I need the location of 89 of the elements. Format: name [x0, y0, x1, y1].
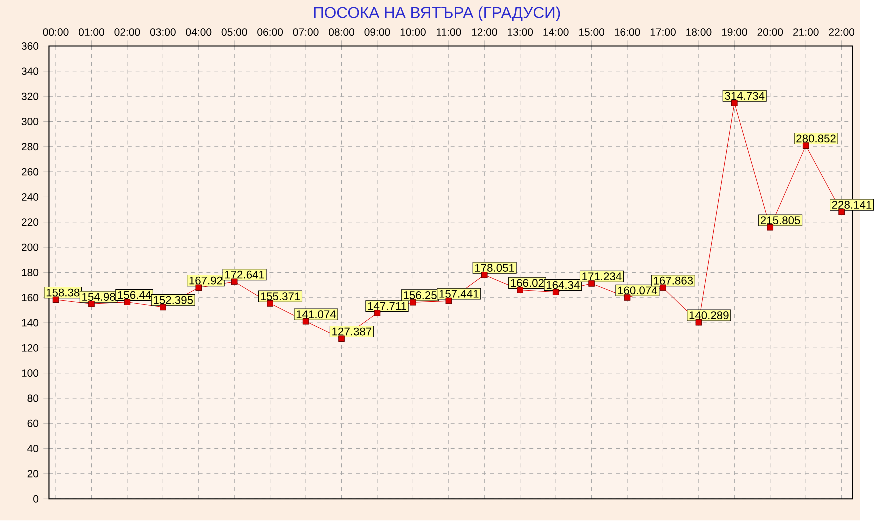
point [802, 142, 810, 150]
point [410, 300, 416, 306]
point [696, 320, 702, 326]
data-label: 164.34 [546, 281, 580, 290]
x-tick-label: 21:00 [793, 28, 819, 36]
x-tick-label: 00:00 [43, 28, 69, 36]
y-tick-label: 20 [28, 470, 39, 478]
data-label: 127.387 [332, 328, 372, 336]
x-tick-label: 22:00 [829, 28, 855, 36]
point [160, 304, 166, 311]
x-tick-label: 14:00 [544, 28, 569, 36]
x-tick-label: 17:00 [650, 28, 676, 36]
point [732, 100, 738, 106]
y-tick-label: 80 [28, 394, 39, 402]
data-label: 314.734 [725, 92, 765, 100]
x-tick-label: 05:00 [222, 28, 248, 36]
point [552, 289, 560, 296]
point [624, 294, 631, 302]
x-tick-label: 15:00 [579, 28, 605, 36]
x-tick-label: 03:00 [150, 28, 176, 36]
x-tick-label: 06:00 [258, 28, 284, 36]
data-label: 228.141 [832, 201, 872, 210]
point [267, 300, 274, 307]
y-tick-label: 360 [22, 42, 39, 50]
point [231, 278, 238, 286]
x-tick-label: 16:00 [615, 28, 640, 36]
data-label: 156.25 [404, 292, 437, 300]
y-tick-label: 240 [22, 194, 39, 202]
data-label: 166.02 [511, 279, 544, 288]
data-label: 156.44 [118, 291, 152, 300]
x-tick-label: 08:00 [329, 28, 354, 36]
y-tick-label: 60 [28, 420, 39, 428]
data-label: 160.074 [618, 286, 658, 295]
data-label: 141.074 [296, 310, 336, 319]
point [338, 336, 345, 342]
data-label: 154.98 [82, 293, 116, 302]
point [588, 280, 595, 287]
y-tick-label: 300 [22, 118, 39, 126]
point [660, 284, 666, 292]
data-label: 155.371 [261, 292, 300, 301]
point [196, 284, 202, 292]
y-tick-label: 260 [22, 168, 39, 176]
x-tick-label: 20:00 [758, 28, 784, 36]
y-tick-label: 120 [22, 344, 39, 352]
point [767, 224, 774, 231]
y-tick-label: 340 [22, 68, 39, 76]
y-tick-label: 320 [22, 92, 39, 100]
x-tick-label: 12:00 [472, 28, 498, 36]
y-tick-label: 280 [22, 143, 39, 151]
x-tick-label: 10:00 [400, 28, 426, 36]
y-tick-label: 40 [28, 445, 39, 453]
data-label: 167.92 [190, 276, 222, 285]
y-tick-label: 180 [22, 269, 39, 277]
point [52, 296, 60, 304]
point [838, 209, 845, 216]
point [374, 310, 381, 317]
x-tick-label: 19:00 [722, 28, 748, 36]
point [517, 287, 524, 294]
x-tick-label: 04:00 [186, 28, 212, 36]
x-tick-label: 09:00 [364, 28, 390, 36]
x-tick-label: 11:00 [436, 28, 462, 36]
data-label: 158.38 [46, 288, 80, 297]
data-label: 178.051 [476, 264, 514, 272]
data-label: 215.805 [760, 216, 800, 225]
data-label: 140.289 [690, 312, 729, 320]
point [481, 272, 488, 278]
data-label: 152.395 [154, 296, 194, 304]
y-tick-label: 160 [22, 294, 39, 302]
point [302, 318, 310, 325]
point [124, 299, 131, 306]
data-label: 147.711 [368, 302, 406, 310]
point [446, 298, 452, 304]
chart-title: ПОСОКА НА ВЯТЪРА (ГРАДУСИ) [314, 6, 560, 22]
x-tick-label: 07:00 [293, 28, 319, 36]
y-tick-label: 100 [22, 370, 39, 378]
data-label: 167.863 [654, 277, 694, 285]
x-tick-label: 13:00 [508, 28, 534, 36]
data-label: 171.234 [582, 272, 622, 281]
data-label: 280.852 [796, 134, 836, 143]
point [88, 301, 95, 308]
x-tick-label: 02:00 [114, 28, 140, 36]
y-tick-label: 220 [22, 218, 39, 226]
data-label: 172.641 [225, 271, 264, 279]
data-label: 157.441 [440, 290, 479, 298]
x-tick-label: 18:00 [686, 28, 712, 36]
x-tick-label: 01:00 [79, 28, 104, 36]
y-tick-label: 140 [22, 319, 39, 327]
y-tick-label: 200 [22, 244, 39, 252]
y-tick-label: 0 [34, 496, 39, 503]
